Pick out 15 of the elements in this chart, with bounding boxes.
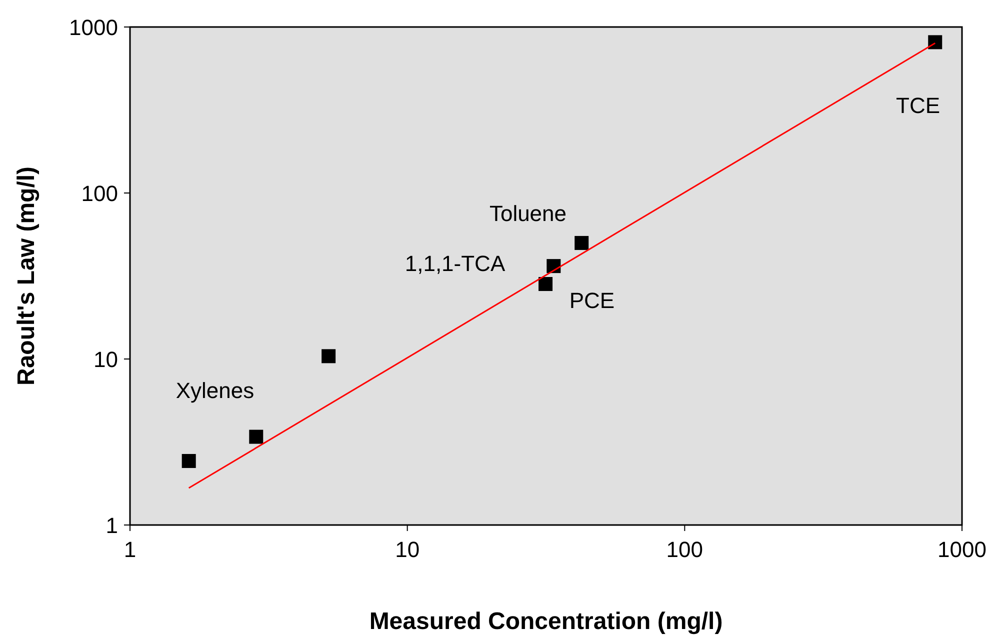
annotation: TCE	[896, 93, 940, 118]
y-tick-label: 100	[81, 181, 118, 206]
y-axis-title: Raoult's Law (mg/l)	[13, 166, 40, 386]
annotation: Xylenes	[176, 378, 254, 403]
x-tick-label: 1000	[938, 537, 986, 562]
annotation: PCE	[569, 288, 615, 313]
y-tick-label: 10	[94, 347, 118, 372]
x-tick-label: 10	[395, 537, 420, 562]
annotation: 1,1,1-TCA	[404, 251, 506, 276]
x-tick-label: 1	[124, 537, 136, 562]
annotation: Toluene	[489, 201, 567, 226]
x-tick-label: 100	[666, 537, 704, 562]
y-tick-label: 1000	[69, 15, 118, 40]
x-axis-title: Measured Concentration (mg/l)	[369, 608, 723, 635]
y-tick-label: 1	[106, 513, 118, 538]
